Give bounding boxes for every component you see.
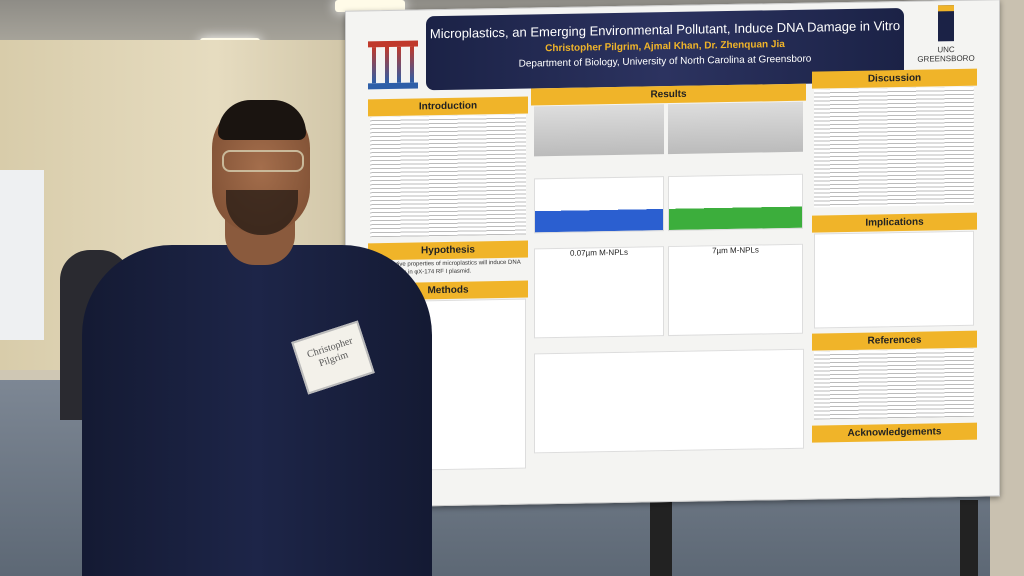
research-poster: Microplastics, an Emerging Environmental… xyxy=(345,0,1000,508)
lab-logo xyxy=(368,40,418,90)
section-implications: Implications xyxy=(812,212,977,233)
implications-diagram xyxy=(814,230,974,329)
section-hypothesis: Hypothesis xyxy=(368,240,528,261)
discussion-text xyxy=(814,86,974,208)
person-shirt xyxy=(82,245,432,576)
chart-title: 0.07µm M-NPLs xyxy=(570,247,628,258)
densitometry-plot xyxy=(668,173,803,232)
references-text xyxy=(814,348,974,420)
bar-chart-large: 7µm M-NPLs xyxy=(668,243,803,337)
university-logo-text: UNC GREENSBORO xyxy=(917,45,975,64)
gel-image xyxy=(668,101,803,155)
university-logo: UNC GREENSBORO xyxy=(911,5,981,66)
chart-title: 7µm M-NPLs xyxy=(712,245,759,256)
section-introduction: Introduction xyxy=(368,96,528,117)
statistics-charts xyxy=(534,348,804,454)
other-poster xyxy=(0,170,44,340)
poster-stand xyxy=(650,490,672,576)
section-acknowledgements: Acknowledgements xyxy=(812,422,977,443)
bar-chart-small: 0.07µm M-NPLs xyxy=(534,246,664,339)
poster-stand xyxy=(960,500,978,576)
section-references: References xyxy=(812,330,977,351)
glasses xyxy=(222,150,304,172)
densitometry-plot xyxy=(534,176,664,234)
person-hair xyxy=(218,100,306,140)
section-discussion: Discussion xyxy=(812,68,977,89)
gel-image xyxy=(534,104,664,157)
introduction-text xyxy=(370,114,526,238)
